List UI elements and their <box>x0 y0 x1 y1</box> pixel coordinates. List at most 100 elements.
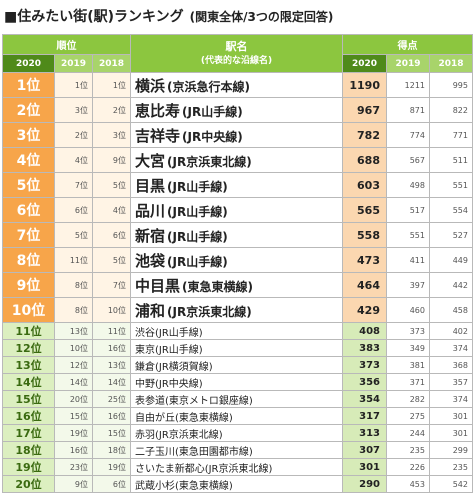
station-name: さいたま新都心 <box>135 463 205 475</box>
table-row: 20位 9位 6位 武蔵小杉(東急東横線) 290 453 542 <box>2 475 473 493</box>
station-cell: 武蔵小杉(東急東横線) <box>130 475 343 493</box>
rank-2018-cell: 25位 <box>92 390 131 408</box>
table-row: 16位 15位 16位 自由が丘(東急東横線) 317 275 301 <box>2 407 473 425</box>
score-2019-cell: 381 <box>386 356 430 374</box>
station-name: 中野 <box>135 378 155 390</box>
score-2019-cell: 226 <box>386 458 430 476</box>
score-group-header: 得点 <box>342 34 473 55</box>
station-line: (東急田園都市線) <box>175 446 253 458</box>
score-2018-cell: 458 <box>429 297 473 323</box>
score-2019-cell: 411 <box>386 247 430 273</box>
score-year-2020: 2020 <box>342 54 387 73</box>
score-2019-cell: 282 <box>386 390 430 408</box>
score-2019-cell: 517 <box>386 197 430 223</box>
score-2020-cell: 356 <box>342 373 387 391</box>
rank-year-2019: 2019 <box>54 54 93 73</box>
table-row: 14位 14位 14位 中野(JR中央線) 356 371 357 <box>2 373 473 391</box>
station-line: (東急東横線) <box>182 279 253 294</box>
rank-2020-cell: 19位 <box>2 458 55 476</box>
station-line: (京浜急行本線) <box>167 79 250 94</box>
station-cell: 池袋 (JR山手線) <box>130 247 343 273</box>
station-cell: 品川 (JR山手線) <box>130 197 343 223</box>
score-2020-cell: 565 <box>342 197 387 223</box>
score-year-2019: 2019 <box>386 54 430 73</box>
station-cell: 渋谷(JR山手線) <box>130 322 343 340</box>
rank-2019-cell: 19位 <box>54 424 93 442</box>
score-2020-cell: 354 <box>342 390 387 408</box>
score-2020-cell: 464 <box>342 272 387 298</box>
station-line: (JR京浜東北線) <box>155 429 223 441</box>
station-cell: 大宮 (JR京浜東北線) <box>130 147 343 173</box>
rank-2019-cell: 11位 <box>54 247 93 273</box>
station-line: (東急東横線) <box>175 480 233 492</box>
station-name: 中目黒 <box>135 276 181 295</box>
rank-2019-cell: 13位 <box>54 322 93 340</box>
rank-2020-cell: 12位 <box>2 339 55 357</box>
rank-2018-cell: 19位 <box>92 458 131 476</box>
score-2018-cell: 822 <box>429 97 473 123</box>
station-line: (JR京浜東北線) <box>204 463 273 475</box>
rank-2019-cell: 12位 <box>54 356 93 374</box>
score-2020-cell: 373 <box>342 356 387 374</box>
score-2018-cell: 374 <box>429 339 473 357</box>
rank-2019-cell: 8位 <box>54 272 93 298</box>
rank-2019-cell: 15位 <box>54 407 93 425</box>
station-cell: 中目黒 (東急東横線) <box>130 272 343 298</box>
score-2020-cell: 307 <box>342 441 387 459</box>
station-cell: 目黒 (JR山手線) <box>130 172 343 198</box>
score-2019-cell: 551 <box>386 222 430 248</box>
station-cell: 恵比寿 (JR山手線) <box>130 97 343 123</box>
rank-2019-cell: 16位 <box>54 441 93 459</box>
rank-2019-cell: 4位 <box>54 147 93 173</box>
rank-2018-cell: 9位 <box>92 147 131 173</box>
score-2018-cell: 301 <box>429 407 473 425</box>
rank-2019-cell: 6位 <box>54 197 93 223</box>
table-row: 13位 12位 13位 鎌倉(JR横須賀線) 373 381 368 <box>2 356 473 374</box>
rank-2020-cell: 5位 <box>2 172 55 198</box>
rank-2018-cell: 14位 <box>92 373 131 391</box>
rank-2019-cell: 5位 <box>54 222 93 248</box>
rank-2020-cell: 18位 <box>2 441 55 459</box>
ranking-table: 順位 駅名 (代表的な沿線名) 得点 2020 2019 2018 2020 2… <box>2 34 473 493</box>
station-name: 横浜 <box>135 76 166 95</box>
station-name: 池袋 <box>135 251 166 270</box>
rank-2018-cell: 1位 <box>92 72 131 98</box>
rank-2018-cell: 18位 <box>92 441 131 459</box>
score-2019-cell: 1211 <box>386 72 430 98</box>
rank-2020-cell: 10位 <box>2 297 55 323</box>
station-cell: 二子玉川(東急田園都市線) <box>130 441 343 459</box>
station-name: 新宿 <box>135 226 166 245</box>
station-line: (東京メトロ銀座線) <box>165 395 253 407</box>
score-2019-cell: 244 <box>386 424 430 442</box>
score-2020-cell: 967 <box>342 97 387 123</box>
ranking-rows: 1位 1位 1位 横浜 (京浜急行本線) 1190 1211 995 2位 3位 2位 恵比寿 (JR山… <box>2 72 473 493</box>
score-2018-cell: 511 <box>429 147 473 173</box>
title-sub: (関東全体/3つの限定回答) <box>189 10 334 24</box>
score-2019-cell: 774 <box>386 122 430 148</box>
station-cell: 新宿 (JR山手線) <box>130 222 343 248</box>
rank-2019-cell: 7位 <box>54 172 93 198</box>
rank-2019-cell: 8位 <box>54 297 93 323</box>
score-2019-cell: 349 <box>386 339 430 357</box>
page-title: ■住みたい街(駅)ランキング (関東全体/3つの限定回答) <box>4 4 470 30</box>
station-line: (JR山手線) <box>182 104 243 119</box>
rank-2019-cell: 2位 <box>54 122 93 148</box>
rank-group-header: 順位 <box>2 34 131 55</box>
rank-2018-cell: 16位 <box>92 339 131 357</box>
score-2018-cell: 442 <box>429 272 473 298</box>
table-row: 10位 8位 10位 浦和 (JR京浜東北線) 429 460 458 <box>2 297 473 323</box>
rank-2020-cell: 8位 <box>2 247 55 273</box>
score-2018-cell: 995 <box>429 72 473 98</box>
table-row: 7位 5位 6位 新宿 (JR山手線) 558 551 527 <box>2 222 473 248</box>
rank-2018-cell: 6位 <box>92 222 131 248</box>
station-line: (JR山手線) <box>155 327 203 339</box>
table-row: 2位 3位 2位 恵比寿 (JR山手線) 967 871 822 <box>2 97 473 123</box>
station-line: (JR横須賀線) <box>155 361 213 373</box>
score-2018-cell: 301 <box>429 424 473 442</box>
score-2019-cell: 460 <box>386 297 430 323</box>
rank-2020-cell: 14位 <box>2 373 55 391</box>
score-2018-cell: 449 <box>429 247 473 273</box>
rank-2018-cell: 15位 <box>92 424 131 442</box>
station-line: (JR中央線) <box>155 378 203 390</box>
rank-2020-cell: 2位 <box>2 97 55 123</box>
